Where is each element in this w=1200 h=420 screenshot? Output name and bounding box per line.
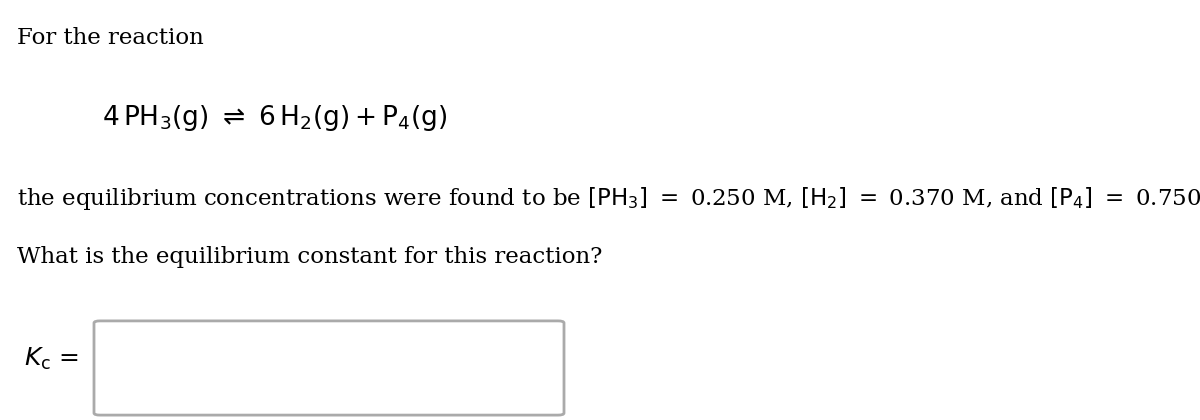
- Text: For the reaction: For the reaction: [17, 27, 204, 49]
- Text: $K_\mathrm{c}$ =: $K_\mathrm{c}$ =: [24, 346, 79, 372]
- Text: the equilibrium concentrations were found to be $[\mathrm{PH_3}]$ $=$ 0.250 M, $: the equilibrium concentrations were foun…: [17, 185, 1200, 212]
- Text: $4\,\mathrm{PH_3}(\mathrm{g})\ \rightleftharpoons\ 6\,\mathrm{H_2}(\mathrm{g}) +: $4\,\mathrm{PH_3}(\mathrm{g})\ \rightlef…: [102, 103, 448, 133]
- Text: What is the equilibrium constant for this reaction?: What is the equilibrium constant for thi…: [17, 246, 602, 268]
